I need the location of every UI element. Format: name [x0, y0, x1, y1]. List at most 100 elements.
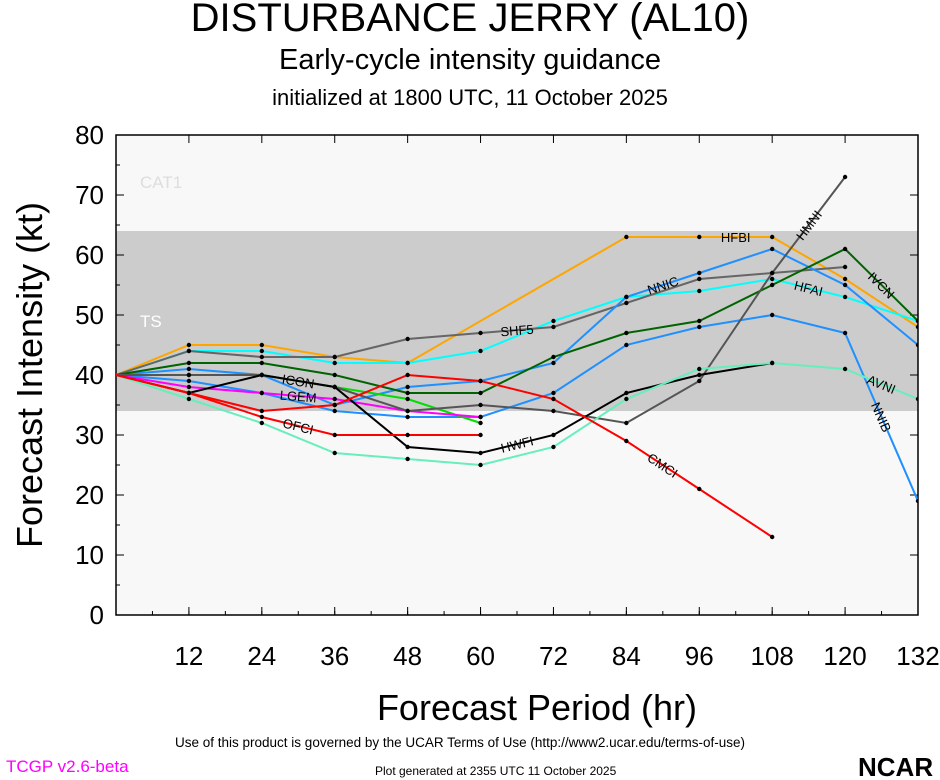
y-tick-label: 10 — [75, 540, 104, 570]
point-nnib — [697, 324, 702, 330]
point-ivcn — [186, 360, 192, 366]
point-shf5 — [624, 300, 629, 306]
point-nnib — [332, 408, 337, 414]
x-tick-label: 84 — [612, 641, 641, 671]
point-hfai — [842, 294, 848, 300]
point-nnic — [842, 282, 848, 288]
point-lgem — [259, 390, 265, 396]
point-hwfi — [405, 444, 410, 450]
point-hwfi — [478, 450, 483, 456]
point-hwfi — [697, 372, 702, 378]
point-lgem — [478, 414, 483, 420]
y-tick-label: 50 — [75, 300, 104, 330]
series-label-hfbi: HFBI — [721, 230, 751, 245]
point-shf5 — [259, 354, 265, 360]
point-cmci — [769, 534, 775, 540]
series-label-lgem: LGEM — [279, 388, 317, 406]
point-hfai — [697, 288, 702, 294]
point-avni — [697, 366, 702, 372]
y-tick-label: 70 — [75, 180, 104, 210]
point-nnib — [551, 390, 556, 396]
point-avni — [405, 456, 410, 462]
point-nnib — [405, 414, 410, 420]
line-hfbi — [116, 236, 918, 376]
point-hfai — [551, 318, 556, 324]
point-hmni — [551, 408, 556, 414]
point-shf5 — [697, 276, 702, 282]
point-lgem — [186, 384, 192, 390]
point-avni — [842, 366, 848, 372]
series-label-ofci: OFCI — [281, 415, 315, 437]
point-avni — [624, 396, 629, 402]
version-label: TCGP v2.6-beta — [6, 757, 129, 776]
point-hfbi — [259, 342, 265, 348]
point-hmni — [697, 378, 702, 384]
series-lgem: LGEM — [116, 374, 483, 420]
point-hfbi — [769, 234, 775, 240]
point-hmni — [405, 408, 410, 414]
point-cmci — [405, 372, 410, 378]
x-tick-label: 96 — [685, 641, 714, 671]
point-nnic — [624, 294, 629, 300]
point-shf5 — [332, 354, 337, 360]
x-tick-label: 132 — [896, 641, 939, 671]
point-nnib — [624, 342, 629, 348]
point-hfai — [478, 348, 483, 354]
series-hfai: HFAI — [116, 276, 918, 376]
series-shf5: SHF5 — [116, 264, 848, 376]
point-nnib — [769, 312, 775, 318]
band-label-cat1: CAT1 — [140, 173, 182, 192]
series-label-shf5: SHF5 — [500, 322, 534, 340]
point-hfbi — [842, 276, 848, 282]
ncar-logo: NCAR — [858, 752, 934, 780]
y-tick-label: 40 — [75, 360, 104, 390]
line-ofci — [116, 374, 481, 436]
y-tick-label: 30 — [75, 420, 104, 450]
point-shf5 — [405, 336, 410, 342]
point-icon — [405, 396, 410, 402]
x-tick-label: 120 — [823, 641, 866, 671]
point-nnic — [405, 384, 410, 390]
series-label-hfai: HFAI — [793, 278, 825, 299]
point-lgem — [332, 396, 337, 402]
point-icon — [478, 420, 483, 426]
series-ofci: OFCI — [116, 374, 483, 438]
x-axis-label: Forecast Period (hr) — [377, 687, 697, 728]
point-hfai — [332, 360, 337, 366]
point-hfbi — [915, 324, 918, 330]
point-ivcn — [842, 246, 848, 252]
x-tick-label: 48 — [393, 641, 422, 671]
point-cmci — [624, 438, 629, 444]
point-nnib — [842, 330, 848, 336]
point-ivcn — [624, 330, 629, 336]
point-hfbi — [697, 234, 702, 240]
point-hwfi — [259, 372, 265, 378]
generated-time: Plot generated at 2355 UTC 11 October 20… — [375, 764, 617, 778]
x-tick-label: 12 — [174, 641, 203, 671]
line-lgem — [116, 374, 481, 418]
point-ivcn — [551, 354, 556, 360]
point-hfbi — [186, 342, 192, 348]
point-hwfi — [332, 384, 337, 390]
init-time: initialized at 1800 UTC, 11 October 2025 — [272, 85, 668, 110]
point-hfbi — [624, 234, 629, 240]
point-ofci — [186, 390, 192, 396]
point-hmni — [478, 402, 483, 408]
point-hfai — [405, 360, 410, 366]
point-nnib — [186, 378, 192, 384]
point-avni — [259, 420, 265, 426]
line-ivcn — [116, 247, 918, 394]
x-tick-label: 24 — [247, 641, 276, 671]
point-avni — [769, 360, 775, 366]
point-nnic — [697, 270, 702, 276]
line-hfai — [116, 277, 918, 376]
point-cmci — [697, 486, 702, 492]
chart-subtitle: Early-cycle intensity guidance — [278, 44, 661, 76]
point-hfai — [259, 348, 265, 354]
point-ofci — [405, 432, 410, 438]
point-nnic — [551, 360, 556, 366]
point-ivcn — [405, 390, 410, 396]
point-avni — [332, 450, 337, 456]
